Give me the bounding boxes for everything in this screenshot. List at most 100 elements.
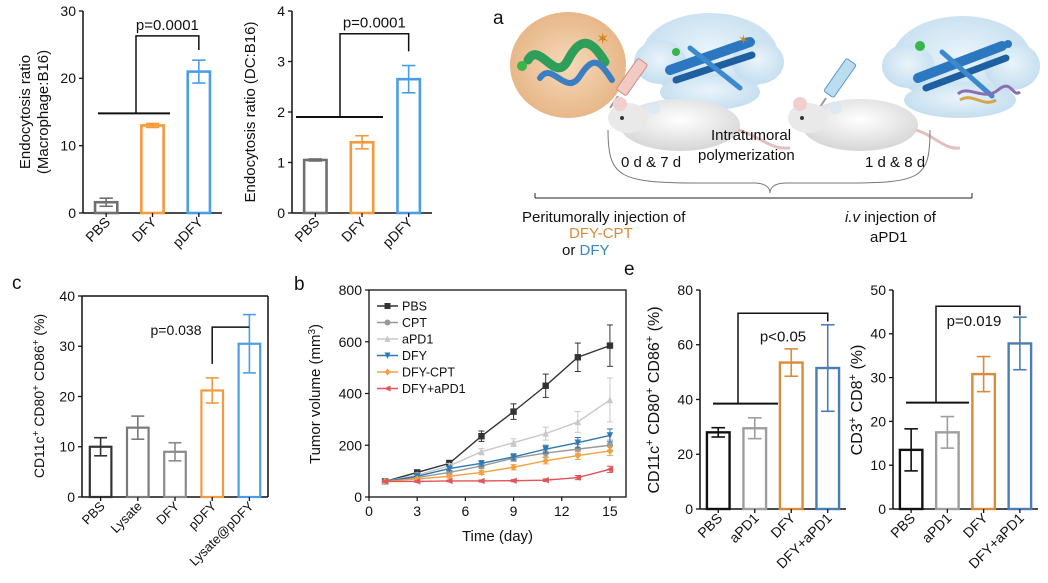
y-tick-label: 400 bbox=[339, 386, 363, 402]
significance-label: p=0.019 bbox=[947, 313, 1002, 330]
bar-dfy bbox=[778, 361, 804, 511]
y-tick-label: 0 bbox=[354, 489, 362, 505]
x-tick-label: pDFY bbox=[185, 498, 219, 532]
data-point bbox=[541, 476, 549, 484]
peptide-strand bbox=[537, 59, 615, 86]
drug-star-icon: ✶ bbox=[596, 31, 609, 48]
data-point bbox=[574, 451, 582, 460]
x-tick-label: pDFY bbox=[169, 213, 206, 250]
y-tick-label: 0 bbox=[68, 205, 76, 221]
data-point bbox=[510, 408, 517, 415]
scheme-dfycpt-text: DFY-CPT bbox=[569, 225, 633, 242]
significance-bracket bbox=[935, 305, 1021, 403]
x-tick-label: DFY bbox=[129, 213, 161, 245]
data-point bbox=[509, 477, 517, 484]
significance-label: p=0.0001 bbox=[136, 17, 199, 34]
data-point bbox=[510, 463, 517, 471]
data-point bbox=[606, 342, 614, 349]
y-tick-label: 0 bbox=[685, 501, 693, 517]
x-tick-label: Lysate@pDFY bbox=[186, 498, 256, 568]
scheme-or-dfy-text: or DFY bbox=[562, 242, 610, 259]
scheme-dfy-word: DFY bbox=[579, 242, 610, 259]
data-point bbox=[478, 460, 485, 468]
data-point bbox=[446, 472, 453, 480]
x-tick-label: 3 bbox=[413, 503, 421, 519]
legend-label: DFY-CPT bbox=[402, 366, 455, 380]
x-tick-label: PBS bbox=[291, 214, 322, 245]
x-tick-label: Lysate bbox=[108, 499, 145, 536]
timeline-brace bbox=[607, 129, 931, 194]
panel-letter-a: a bbox=[493, 8, 504, 29]
y-tick-label: 200 bbox=[339, 437, 363, 453]
y-tick-label: 3 bbox=[277, 53, 285, 69]
data-point bbox=[478, 432, 485, 440]
y-tick-label: 80 bbox=[677, 282, 693, 298]
scheme-peritumoral-text: Peritumorally injection of bbox=[522, 209, 686, 226]
chart-dc-endocytosis: 0 1 2 3 4 PBS DFY pDFY p=0.0001 Endocytosis ratio… bbox=[242, 3, 432, 250]
significance-bracket bbox=[339, 32, 410, 118]
data-point bbox=[384, 385, 391, 392]
bar-pdfy bbox=[186, 70, 212, 215]
x-tick-label: PBS bbox=[82, 214, 113, 245]
x-tick-label: DFY bbox=[338, 213, 370, 245]
significance-bracket bbox=[737, 312, 829, 404]
data-point bbox=[606, 466, 614, 473]
legend-label: PBS bbox=[402, 300, 427, 314]
y-tick-label: 10 bbox=[59, 439, 75, 455]
data-point bbox=[384, 319, 391, 326]
data-point bbox=[384, 352, 391, 359]
y-tick-label: 0 bbox=[277, 205, 285, 221]
scheme-polymerization-label: polymerization bbox=[698, 147, 795, 164]
scheme-iv-text: i.v injection of bbox=[845, 209, 936, 226]
data-point bbox=[384, 303, 391, 309]
y-axis-label-line2: (Macrophage:B16) bbox=[35, 50, 52, 174]
x-tick-label: PBS bbox=[79, 498, 108, 527]
data-point bbox=[542, 445, 549, 453]
mouse-2 bbox=[788, 97, 961, 151]
y-tick-label: 0 bbox=[67, 489, 75, 505]
data-point bbox=[384, 368, 391, 376]
y-tick-label: 600 bbox=[339, 334, 363, 350]
x-tick-label: PBS bbox=[887, 510, 918, 541]
y-tick-label: 60 bbox=[677, 337, 693, 353]
y-axis-label: CD11c+ CD80+ CD86+ (%) bbox=[31, 314, 48, 478]
data-point bbox=[542, 457, 549, 465]
scheme-apd1-text: aPD1 bbox=[870, 229, 908, 246]
y-axis-label: Tumor volume (mm3) bbox=[307, 324, 325, 464]
panel-letter-c: c bbox=[12, 273, 22, 294]
x-tick-label: PBS bbox=[694, 510, 725, 541]
bar-apd1 bbox=[742, 427, 768, 511]
data-point bbox=[510, 453, 517, 461]
x-tick-label: pDFY bbox=[379, 213, 416, 250]
y-axis-label: CD3+ CD8+ (%) bbox=[847, 345, 866, 456]
x-tick-label: 0 bbox=[365, 503, 373, 519]
data-point bbox=[606, 442, 614, 449]
fiber-cloud-1: ✶ bbox=[634, 13, 784, 110]
data-point bbox=[510, 438, 517, 446]
chart-macrophage-endocytosis: 0 10 20 30 PBS DFY pDFY p=0.0001 Endocytosis rat… bbox=[17, 3, 222, 250]
data-point bbox=[606, 396, 614, 404]
x-tick-label: 6 bbox=[461, 503, 469, 519]
bar-pbs bbox=[705, 431, 731, 511]
mouse-1 bbox=[608, 97, 791, 151]
y-axis-label: CD11c+ CD80+ CD86+ (%) bbox=[644, 306, 663, 493]
significance-label: p=0.0001 bbox=[343, 15, 406, 32]
y-tick-label: 4 bbox=[277, 3, 285, 19]
legend-label: CPT bbox=[402, 316, 427, 330]
series-line bbox=[384, 344, 611, 483]
x-tick-label: 9 bbox=[510, 503, 518, 519]
panel-letter-e: e bbox=[624, 259, 635, 280]
fiber-cloud-2 bbox=[882, 16, 1040, 118]
y-tick-label: 30 bbox=[870, 370, 886, 386]
significance-bracket bbox=[135, 35, 200, 113]
peptide-helix bbox=[523, 38, 610, 73]
data-point bbox=[381, 478, 389, 485]
scheme-or-word: or bbox=[562, 242, 580, 259]
series-line bbox=[385, 468, 611, 483]
series-line bbox=[384, 399, 611, 483]
series-line bbox=[384, 434, 611, 483]
scheme-day-right: 1 d & 8 d bbox=[865, 154, 926, 171]
x-axis-label: Time (day) bbox=[462, 528, 533, 545]
